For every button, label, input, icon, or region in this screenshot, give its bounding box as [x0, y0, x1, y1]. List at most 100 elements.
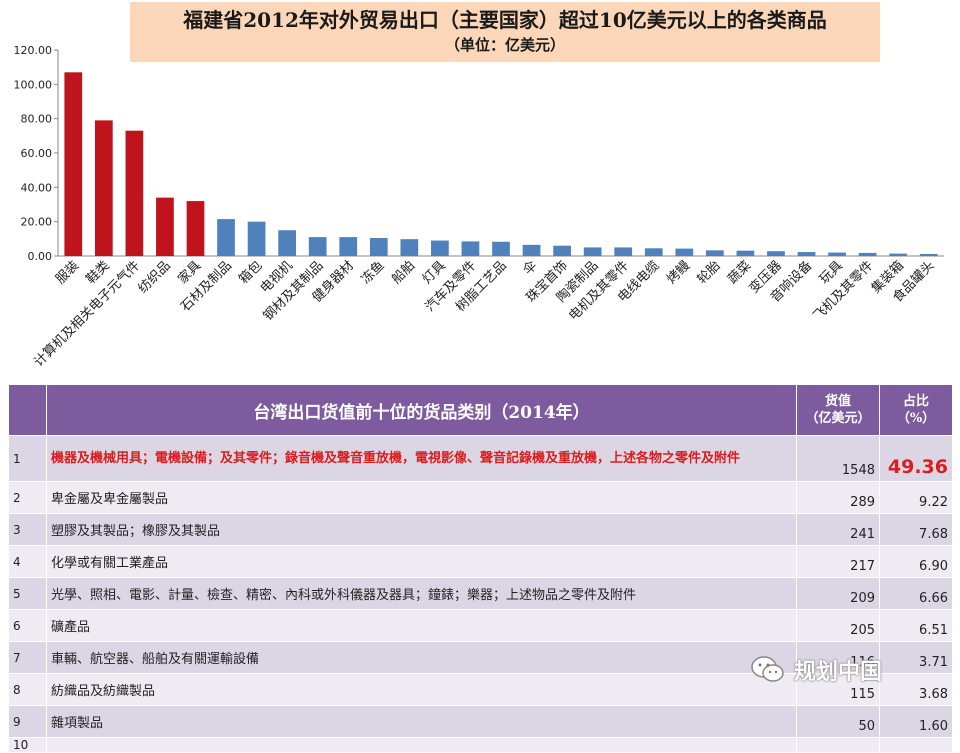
chart-title-box: 福建省2012年对外贸易出口（主要国家）超过10亿美元以上的各类商品 （单位：亿… [130, 2, 880, 62]
cell-share: 6.90 [879, 545, 953, 578]
header-value: 货值 （亿美元） [796, 384, 880, 436]
cell-share: 7.68 [879, 513, 953, 546]
table-row: 3 塑膠及其製品；橡膠及其製品 241 7.68 [8, 513, 953, 546]
table-row: 9 雜項製品 50 1.60 [8, 705, 953, 738]
cell-cat: 車輛、航空器、船舶及有關運輸設備 [46, 641, 797, 674]
cell-num: 7 [8, 641, 47, 674]
cell-num: 6 [8, 609, 47, 642]
cell-num: 8 [8, 673, 47, 706]
x-tick-label: 纺织品 [136, 258, 174, 296]
header-share: 占比 （%） [879, 384, 953, 436]
cell-num: 2 [8, 481, 47, 514]
chart-subtitle: （单位：亿美元） [444, 36, 565, 54]
cell-value [796, 737, 880, 753]
cell-share: 49.36 [879, 435, 953, 482]
cell-cat: 化學或有關工業產品 [46, 545, 797, 578]
bar [156, 197, 174, 256]
cell-cat [46, 737, 797, 753]
cell-num: 4 [8, 545, 47, 578]
bar [247, 221, 266, 256]
bar [278, 230, 296, 256]
y-tick-label: 60.00 [21, 147, 53, 160]
y-tick-label: 40.00 [21, 181, 53, 194]
cell-value: 217 [796, 545, 880, 578]
cell-value: 209 [796, 577, 880, 610]
bar [339, 237, 358, 256]
table-row: 1 機器及機械用具；電機設備；及其零件；錄音機及聲音重放機，電視影像、聲音記錄機及… [8, 435, 953, 482]
cell-share: 6.66 [879, 577, 953, 610]
bar [431, 240, 449, 256]
cell-cat: 塑膠及其製品；橡膠及其製品 [46, 513, 797, 546]
x-tick-label: 轮胎 [695, 258, 724, 287]
bar [675, 248, 694, 256]
x-tick-label: 烤鳗 [664, 258, 693, 287]
table-header-row: 台湾出口货值前十位的货品类别（2014年） 货值 （亿美元） 占比 （%） [8, 384, 953, 436]
watermark: 规划中国 [750, 650, 960, 690]
bar [492, 241, 510, 256]
cell-share: 3.71 [879, 641, 953, 674]
bar [889, 253, 908, 256]
cell-value: 1548 [796, 435, 880, 482]
table-row: 2 卑金屬及卑金屬製品 289 9.22 [8, 481, 953, 514]
y-tick-label: 20.00 [21, 216, 53, 229]
export-table: 台湾出口货值前十位的货品类别（2014年） 货值 （亿美元） 占比 （%） 1 機器及… [8, 384, 953, 753]
x-tick-label: 服装 [53, 258, 82, 287]
y-tick-label: 80.00 [21, 113, 53, 126]
cell-num: 10 [8, 737, 47, 753]
bar [644, 248, 663, 256]
cell-cat: 礦產品 [46, 609, 797, 642]
bar [522, 244, 541, 256]
x-tick-label: 伞 [520, 258, 541, 279]
y-tick-label: 120.00 [14, 44, 53, 57]
x-tick-label: 船舶 [388, 258, 418, 288]
cell-value: 289 [796, 481, 880, 514]
y-tick-label: 0.00 [28, 250, 53, 263]
cell-cat: 光學、照相、電影、計量、檢查、精密、內科或外科儀器及器具；鐘錶；樂器；上述物品之… [46, 577, 797, 610]
cell-share: 6.51 [879, 609, 953, 642]
cell-share: 3.68 [879, 673, 953, 706]
x-tick-label: 冻鱼 [358, 258, 388, 288]
table-row: 5 光學、照相、電影、計量、檢查、精密、內科或外科儀器及器具；鐘錶；樂器；上述物品… [8, 577, 953, 610]
cell-num: 5 [8, 577, 47, 610]
table-row: 4 化學或有關工業產品 217 6.90 [8, 545, 953, 578]
bar-chart: 0.00 20.00 40.00 60.00 80.00 100.00 120.00 服装鞋… [14, 44, 944, 370]
header-num [8, 384, 47, 436]
bar [583, 247, 602, 256]
bar [400, 239, 419, 256]
bar [461, 241, 480, 256]
wechat-icon [751, 656, 784, 682]
bar [614, 247, 633, 256]
bar [217, 219, 235, 256]
cell-cat: 機器及機械用具；電機設備；及其零件；錄音機及聲音重放機，電視影像、聲音記錄機及重… [46, 435, 797, 482]
bar [94, 120, 113, 256]
cell-share: 1.60 [879, 705, 953, 738]
bar [797, 252, 816, 256]
bars [64, 72, 938, 256]
bar [64, 72, 83, 256]
cell-cat: 雜項製品 [46, 705, 797, 738]
cell-value: 205 [796, 609, 880, 642]
header-category: 台湾出口货值前十位的货品类别（2014年） [46, 384, 797, 436]
cell-value: 50 [796, 705, 880, 738]
bar [308, 237, 327, 256]
bar [706, 250, 724, 256]
bar [858, 252, 877, 256]
bar [736, 250, 755, 256]
cell-num: 3 [8, 513, 47, 546]
cell-share: 9.22 [879, 481, 953, 514]
cell-cat: 紡織品及紡織製品 [46, 673, 797, 706]
bar [767, 251, 785, 256]
cell-num: 1 [8, 435, 47, 482]
chart-title: 福建省2012年对外贸易出口（主要国家）超过10亿美元以上的各类商品 [183, 8, 827, 32]
watermark-text: 规划中国 [794, 660, 883, 685]
table-row: 7 車輛、航空器、船舶及有關運輸設備 116 3.71 [8, 641, 953, 674]
bar [369, 237, 388, 256]
bar [828, 252, 846, 256]
y-tick-label: 100.00 [14, 78, 53, 91]
table-row: 10 [8, 737, 953, 753]
bar [553, 245, 571, 256]
bar [186, 201, 205, 256]
table-row: 6 礦產品 205 6.51 [8, 609, 953, 642]
bar [919, 253, 938, 256]
